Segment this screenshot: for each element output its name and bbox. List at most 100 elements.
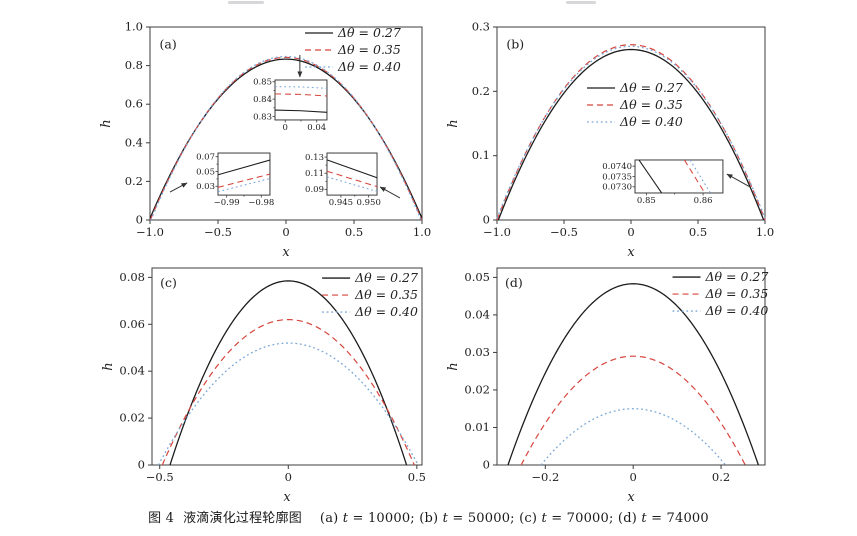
ticks-b: −1.0 −0.5 0 0.5 1.0 0 0.1 0.2 0.3 xyxy=(472,20,774,240)
x-tick-label: 0.5 xyxy=(345,225,363,239)
legend-b: Δθ = 0.27 Δθ = 0.35 Δθ = 0.40 xyxy=(587,80,683,129)
y-tick-label: 0.08 xyxy=(119,270,145,284)
inset-x-tick-label: −0.98 xyxy=(248,198,274,208)
x-tick-label: 0.5 xyxy=(408,470,426,484)
legend-entry-label: Δθ = 0.35 xyxy=(354,287,418,302)
page-edge-artifact xyxy=(566,1,596,4)
inset-y-tick-label: 0.0735 xyxy=(602,172,632,182)
inset-x-tick-label: 0.04 xyxy=(307,123,326,133)
y-tick-label: 1.0 xyxy=(125,20,143,34)
axes-c xyxy=(151,267,423,466)
x-tick-label: 1.0 xyxy=(756,225,774,239)
curve-c-series-2 xyxy=(157,342,419,466)
inset-x-tick-label: −0.99 xyxy=(214,198,240,208)
caption-items: (a) t = 10000; (b) t = 50000; (c) t = 70… xyxy=(320,511,709,526)
panel-label-d: (d) xyxy=(505,275,523,290)
y-axis-label-a: h xyxy=(99,119,114,127)
y-axis-label-b: h xyxy=(446,119,461,127)
x-axis-label-b: x xyxy=(627,245,635,260)
y-tick-label: 0.02 xyxy=(464,382,490,396)
y-tick-label: 0.04 xyxy=(464,307,490,321)
curve-b-series-2 xyxy=(496,45,766,219)
inset-y-tick-label: 0.84 xyxy=(253,95,272,105)
inset-line xyxy=(326,170,378,188)
x-tick-label: −0.5 xyxy=(146,470,174,484)
legend-entry-label: Δθ = 0.40 xyxy=(337,59,401,74)
inset-y-tick-label: 0.0730 xyxy=(602,183,632,193)
inset-line xyxy=(275,93,327,97)
curve-a-series-2 xyxy=(150,55,422,221)
y-tick-label: 0.01 xyxy=(464,420,490,434)
curve-b-series-0 xyxy=(497,48,765,221)
caption-item: (c) t = 70000; xyxy=(519,511,618,526)
panel-label-b: (b) xyxy=(506,36,524,51)
y-tick-label: 0 xyxy=(138,458,145,472)
inset-x-tick-label: 0 xyxy=(283,123,288,133)
x-axis-label-c: x xyxy=(283,490,291,502)
legend-entry-label: Δθ = 0.40 xyxy=(619,114,683,129)
inset-line xyxy=(326,159,378,179)
curve-a-series-1 xyxy=(149,56,423,221)
panel-d-chart: −0.2 0 0.2 0 0.01 0.02 0.03 0.04 0.05 x h Δθ = 0.27… xyxy=(446,267,769,502)
x-axis-label-d: x xyxy=(627,490,635,502)
panel-label-c: (c) xyxy=(160,275,177,290)
ticks-c: −0.5 0 0.500.020.040.060.08 xyxy=(119,270,426,484)
inset-line xyxy=(218,173,270,188)
caption-item: (b) t = 50000; xyxy=(419,511,520,526)
x-tick-label: 0.5 xyxy=(689,225,707,239)
curve-d-series-0 xyxy=(507,283,760,466)
legend-entry-label: Δθ = 0.27 xyxy=(337,25,401,40)
panel-a-chart: −1.0 −0.5 0 0.5 1.0 0 0.2 0.4 0.6 0.8 1.0 x h Δθ = 0.… xyxy=(99,20,431,261)
inset-x-tick-label: 0.86 xyxy=(694,196,713,206)
figure-caption: 图 4 液滴演化过程轮廓图 (a) t = 10000; (b) t = 50000… xyxy=(0,507,857,526)
inset-y-tick-label: 0.05 xyxy=(196,167,215,177)
y-tick-label: 0.03 xyxy=(464,345,490,359)
inset-y-tick-label: 0.13 xyxy=(305,153,324,163)
x-tick-label: −0.2 xyxy=(531,470,559,484)
legend-entry-label: Δθ = 0.40 xyxy=(705,303,769,318)
x-tick-label: −1.0 xyxy=(483,225,511,239)
legend-c: Δθ = 0.27 Δθ = 0.35 Δθ = 0.40 xyxy=(322,270,418,319)
y-axis-label-c: h xyxy=(101,362,116,370)
inset-y-tick-label: 0.83 xyxy=(253,112,272,122)
legend-entry-label: Δθ = 0.35 xyxy=(619,97,683,112)
panel-label-a: (a) xyxy=(160,36,177,51)
inset-a-right-contact-zoom: 0.945 0.950 0.09 0.11 0.13 xyxy=(305,152,381,208)
curve-c-series-1 xyxy=(161,318,415,466)
y-tick-label: 0.05 xyxy=(464,270,490,284)
inset-a-left-contact-zoom: −0.99 −0.98 0.03 0.05 0.07 xyxy=(196,153,274,209)
zoom-arrow xyxy=(726,173,751,188)
inset-line xyxy=(689,159,711,193)
y-tick-label: 0.6 xyxy=(125,97,143,111)
x-tick-label: 0 xyxy=(285,470,292,484)
y-tick-label: 0.1 xyxy=(472,148,490,162)
x-axis-label-a: x xyxy=(282,245,290,260)
legend-entry-label: Δθ = 0.27 xyxy=(354,270,418,285)
curve-d-series-2 xyxy=(540,408,726,466)
legend-entry-label: Δθ = 0.27 xyxy=(619,80,683,95)
y-tick-label: 0.2 xyxy=(125,174,143,188)
legend-entry-label: Δθ = 0.40 xyxy=(354,304,418,319)
inset-line xyxy=(218,159,270,176)
y-tick-label: 0.4 xyxy=(125,135,143,149)
inset-x-tick-label: 0.85 xyxy=(637,196,656,206)
ticks-d: −0.2 0 0.2 0 0.01 0.02 0.03 0.04 0.05 xyxy=(464,270,730,484)
curve-c-series-0 xyxy=(169,280,408,466)
caption-item: (a) t = 10000; xyxy=(319,511,420,526)
inset-x-tick-label: 0.945 xyxy=(329,198,353,208)
x-tick-label: −0.5 xyxy=(550,225,578,239)
y-tick-label: 0.2 xyxy=(472,84,490,98)
x-tick-label: 0 xyxy=(630,470,637,484)
inset-y-tick-label: 0.85 xyxy=(253,78,272,88)
inset-x-tick-label: 0.950 xyxy=(357,198,381,208)
y-tick-label: 0.04 xyxy=(119,364,145,378)
caption-number: 图 4 xyxy=(148,511,175,526)
x-tick-label: 0 xyxy=(282,225,289,239)
y-tick-label: 0.06 xyxy=(119,317,145,331)
inset-y-tick-label: 0.03 xyxy=(196,182,215,192)
x-tick-label: 0.2 xyxy=(712,470,730,484)
inset-y-tick-label: 0.09 xyxy=(305,185,324,195)
